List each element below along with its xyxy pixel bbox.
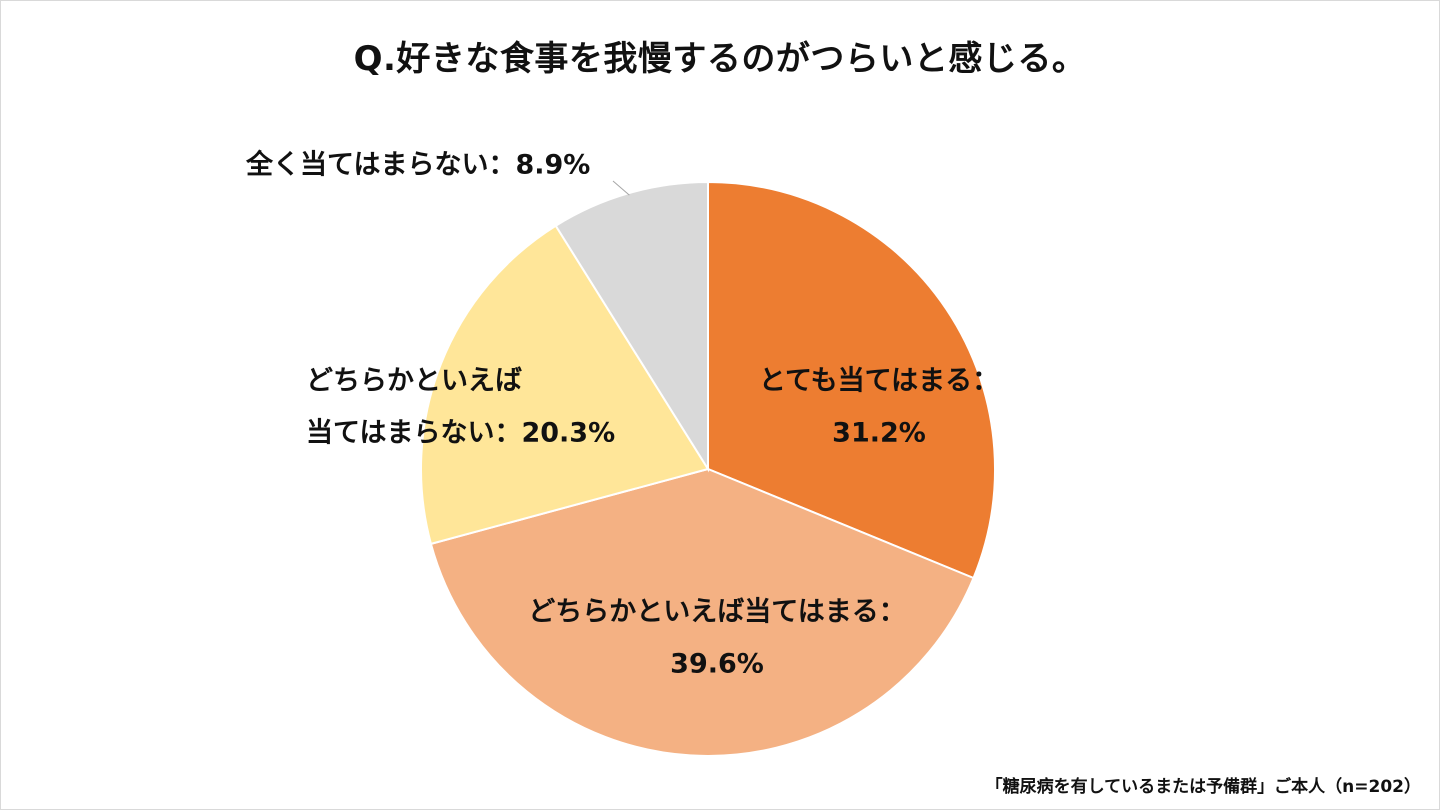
data-label-somewhat-true-line-1: どちらかといえば当てはまる：: [528, 597, 905, 628]
data-label-very-true-line-2: 31.2%: [832, 418, 926, 449]
data-label-somewhat-untrue-line-2: 当てはまらない：20.3%: [306, 418, 615, 449]
pie-slice-somewhat-untrue: [420, 224, 710, 546]
sample-note: 「糖尿病を有しているまたは予備群」ご本人（n=202）: [985, 777, 1421, 797]
leader-line-not-true: [612, 180, 630, 196]
data-label-somewhat-untrue-line-1: どちらかといえば: [306, 366, 522, 397]
data-label-not-true-line-1: 全く当てはまらない：8.9%: [245, 149, 590, 181]
pie-slice-very-true: [707, 180, 997, 580]
pie-slice-somewhat-true: [429, 467, 975, 757]
pie-slice-not-true: [554, 180, 709, 473]
chart-title: Q.好きな食事を我慢するのがつらいと感じる。: [353, 39, 1087, 79]
data-label-very-true-line-1: とても当てはまる：: [759, 366, 999, 397]
data-label-somewhat-true-line-2: 39.6%: [670, 649, 764, 680]
